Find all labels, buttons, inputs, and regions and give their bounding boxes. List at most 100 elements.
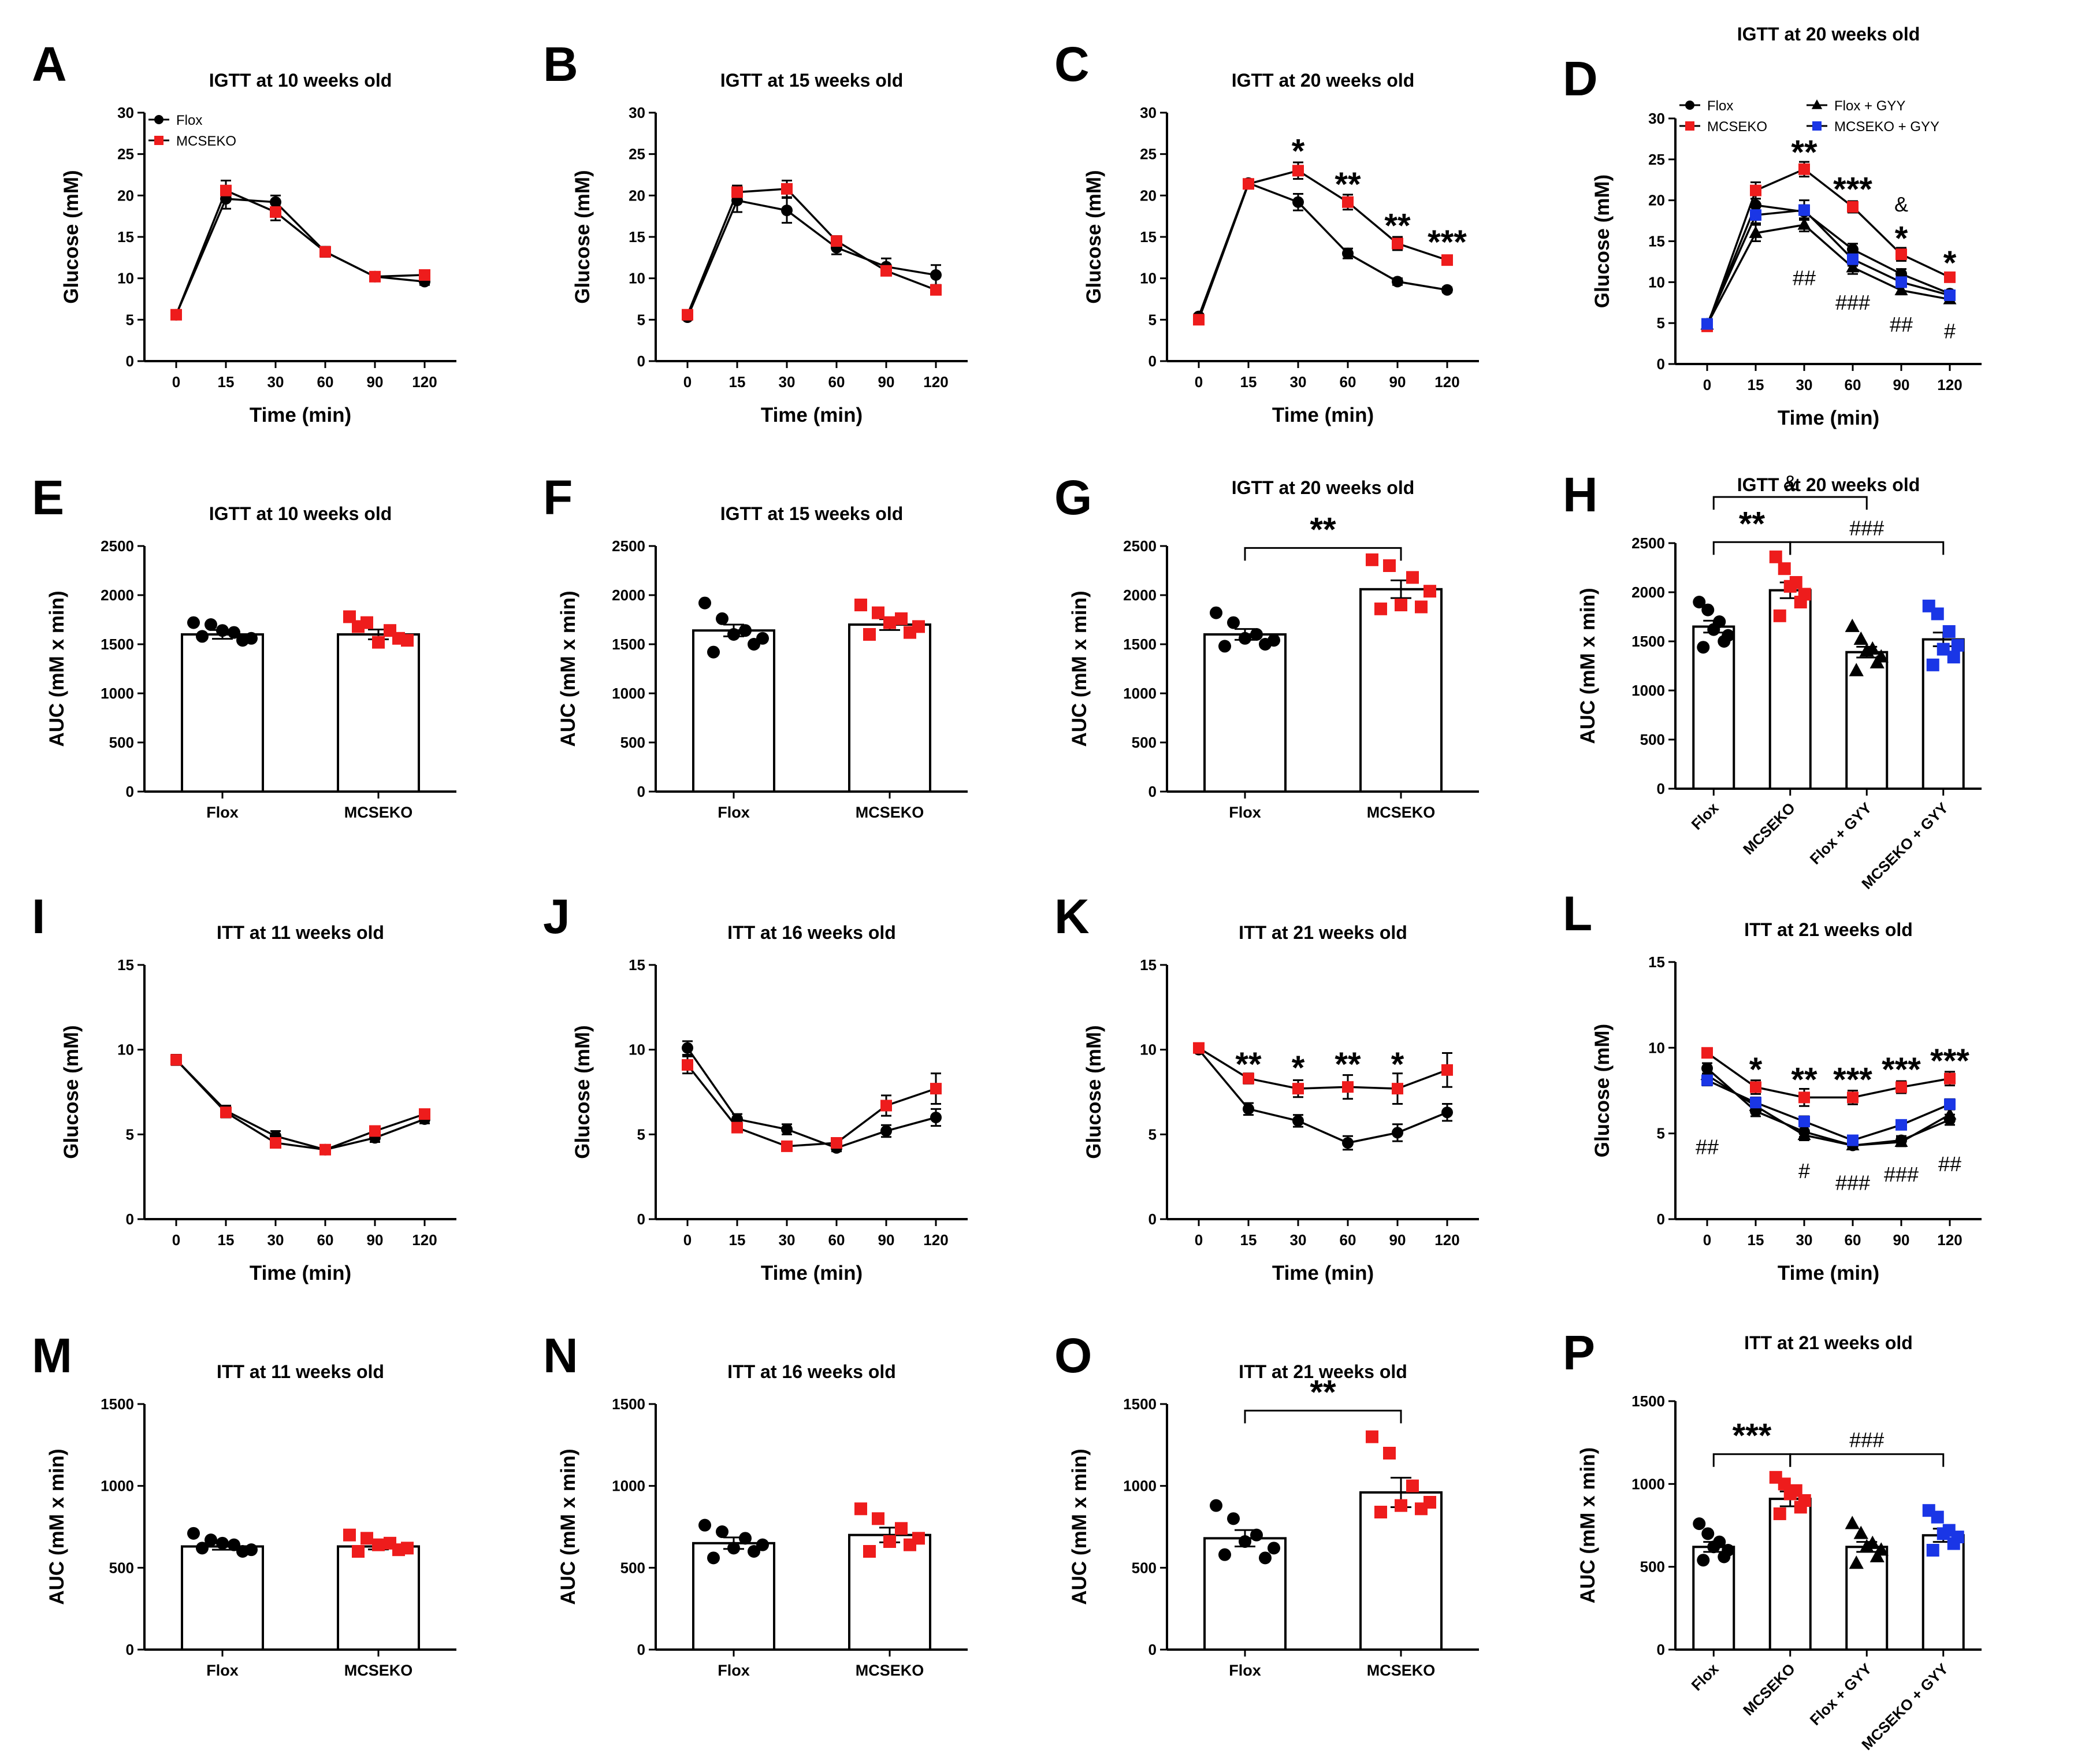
y-tick-label: 15 — [117, 228, 134, 246]
bar-group-flox: Flox — [1203, 606, 1287, 821]
bar-group-mcseko: MCSEKO — [848, 599, 931, 821]
y-tick-label: 0 — [637, 1641, 645, 1658]
data-point — [930, 1083, 942, 1095]
series-line — [1198, 169, 1448, 320]
data-point — [187, 616, 200, 629]
significance-bracket: ### — [1789, 1428, 1945, 1467]
bar — [1359, 588, 1443, 793]
data-point — [716, 1525, 729, 1538]
legend-label: Flox — [1707, 98, 1733, 114]
chart-title: IGTT at 10 weeks old — [209, 503, 392, 524]
data-point — [1227, 616, 1240, 629]
y-axis-label: Glucose (mM) — [1083, 170, 1105, 303]
bar — [1203, 1537, 1287, 1651]
category-label: Flox — [206, 804, 239, 821]
category-label: Flox + GYY — [1807, 1660, 1875, 1729]
category-label: MCSEKO — [1740, 799, 1798, 858]
y-tick-label: 0 — [1149, 783, 1157, 800]
data-point — [270, 206, 281, 218]
x-tick-label: 30 — [779, 373, 796, 391]
significance-label: * — [1391, 1046, 1404, 1083]
data-point — [739, 1532, 752, 1545]
category-label: Flox — [1688, 1660, 1722, 1694]
significance-label: *** — [1833, 170, 1872, 208]
data-point — [1218, 640, 1231, 653]
significance-bracket: ** — [1244, 511, 1402, 561]
data-point — [236, 634, 249, 647]
data-point — [1845, 1516, 1860, 1529]
data-point — [682, 1042, 693, 1054]
y-tick-label: 0 — [126, 352, 134, 370]
y-tick-label: 1000 — [1631, 1475, 1665, 1492]
y-tick-label: 30 — [1648, 110, 1665, 127]
legend-label: Flox + GYY — [1834, 98, 1905, 114]
x-tick-label: 120 — [1434, 1231, 1459, 1249]
y-tick-label: 1500 — [1123, 1395, 1157, 1413]
bracket-line — [1712, 1453, 1791, 1467]
bracket-line — [1789, 1453, 1945, 1467]
significance-label: * — [1749, 1051, 1763, 1089]
bar-group-mcseko: MCSEKO — [337, 1528, 420, 1679]
data-point — [1944, 1098, 1956, 1111]
category-label: Flox + GYY — [1807, 799, 1875, 868]
category-label: MCSEKO — [1367, 804, 1436, 821]
data-point — [1894, 1135, 1908, 1147]
bar-group-mcseko: MCSEKO — [1740, 1470, 1812, 1719]
data-point — [1845, 618, 1860, 632]
data-point — [220, 1106, 232, 1119]
series-mcseko — [170, 180, 430, 321]
data-point — [872, 1512, 884, 1525]
x-tick-label: 15 — [218, 1231, 235, 1249]
series-mcseko_gyy — [1701, 199, 1956, 330]
y-tick-label: 500 — [620, 1559, 645, 1576]
significance-bracket: & — [1712, 471, 1868, 510]
data-point — [1392, 1127, 1403, 1139]
data-point — [187, 1527, 200, 1540]
data-point — [369, 270, 381, 283]
x-tick-label: 60 — [317, 373, 334, 391]
y-tick-label: 0 — [1657, 780, 1665, 797]
data-point — [236, 1545, 249, 1558]
data-point — [1423, 585, 1436, 598]
panel-a: A IGTT at 10 weeks old 0 5 10 15 20 25 30 Glucose… — [32, 37, 456, 426]
x-axis-label: Time (min) — [1778, 1262, 1879, 1284]
bar — [1692, 625, 1735, 790]
y-tick-label: 5 — [126, 1126, 134, 1143]
y-tick-label: 1500 — [101, 1395, 134, 1413]
panel-letter: E — [32, 470, 64, 525]
data-point — [1773, 1507, 1786, 1520]
y-tick-label: 15 — [1140, 228, 1157, 246]
data-point — [216, 624, 229, 637]
y-tick-label: 10 — [1648, 1039, 1665, 1056]
chart-title: IGTT at 10 weeks old — [209, 70, 392, 91]
data-point — [748, 638, 760, 651]
chart-title: ITT at 11 weeks old — [217, 1361, 384, 1382]
y-tick-label: 1000 — [612, 685, 645, 702]
significance-label: ### — [1835, 1171, 1870, 1195]
x-axis-label: Time (min) — [1778, 407, 1879, 429]
data-point — [1392, 1083, 1403, 1095]
y-tick-label: 1000 — [1123, 1477, 1157, 1495]
data-point — [1415, 600, 1428, 614]
category-label: MCSEKO — [1740, 1660, 1798, 1719]
chart-title: IGTT at 15 weeks old — [720, 70, 904, 91]
data-point — [1894, 283, 1908, 295]
series-flox — [170, 1053, 430, 1156]
y-tick-label: 0 — [1149, 1210, 1157, 1228]
bar-group-flox: Flox — [1688, 596, 1735, 833]
bracket-line — [1244, 547, 1402, 561]
bar-group-flox_gyy: Flox + GYY — [1807, 1516, 1889, 1729]
data-point — [930, 269, 942, 281]
data-point — [1342, 1137, 1354, 1149]
panel-f: F IGTT at 15 weeks old 0 500 1000 1500 2000 250… — [543, 470, 968, 821]
data-point — [1944, 1072, 1956, 1085]
data-point — [1701, 318, 1713, 330]
data-point — [1342, 196, 1354, 208]
data-point — [863, 628, 876, 641]
significance-label: ## — [1696, 1135, 1719, 1158]
x-tick-label: 90 — [1389, 373, 1406, 391]
panel-o: O ITT at 21 weeks old 0 500 1000 1500 AUC (mM … — [1054, 1328, 1479, 1679]
data-point — [1193, 314, 1205, 326]
data-point — [270, 196, 281, 208]
x-tick-label: 90 — [367, 1231, 384, 1249]
